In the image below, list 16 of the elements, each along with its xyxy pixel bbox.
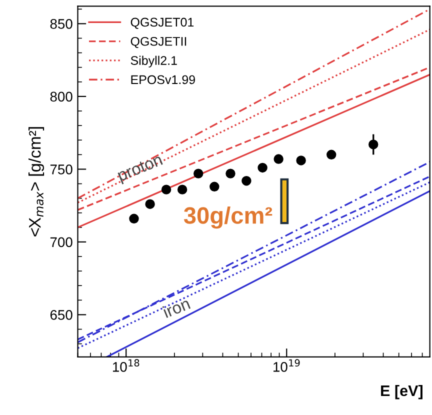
x-axis-title: E [eV] — [381, 384, 422, 400]
annotation: 30g/cm² — [184, 206, 272, 229]
x-tick-label: 10$^{19}$ — [274, 359, 300, 372]
annotation: proton — [116, 154, 164, 184]
legend-label: EPOSv1.99 — [131, 75, 195, 84]
y-tick-label: 850 — [50, 19, 72, 29]
y-tick-label: 750 — [50, 164, 72, 174]
legend-label: QGSJET01 — [130, 18, 194, 29]
y-tick-label: 650 — [50, 310, 72, 320]
y-tick-label: 800 — [50, 92, 72, 102]
legend-label: QGSJETII — [130, 36, 186, 48]
x-tick-label: 10$^{18}$ — [112, 359, 140, 372]
legend-label: Sibyll2.1 — [130, 56, 177, 68]
annotation: iron — [162, 297, 191, 318]
y-tick-label: 700 — [50, 237, 72, 248]
y-axis-title: <X$_{max}$> [g/cm²] — [28, 127, 44, 236]
